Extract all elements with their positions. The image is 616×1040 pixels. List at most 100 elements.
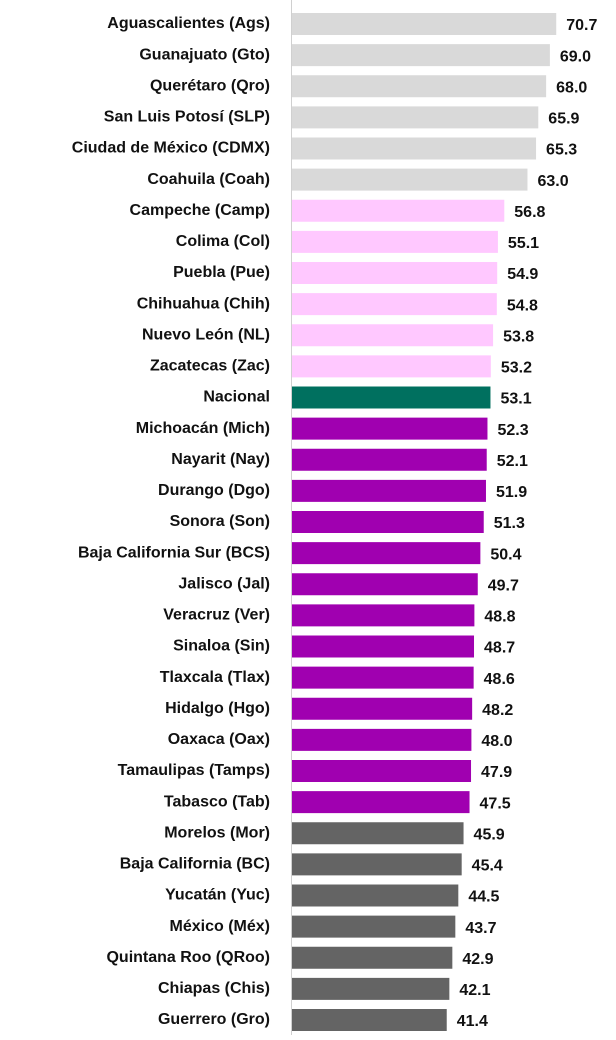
value-label: 50.4 xyxy=(490,546,521,563)
value-label: 70.7 xyxy=(566,17,597,34)
bar xyxy=(292,635,475,658)
bar xyxy=(292,573,478,596)
value-label: 65.3 xyxy=(546,142,577,159)
bar xyxy=(292,137,537,160)
bar xyxy=(292,230,498,253)
bar xyxy=(292,822,464,845)
value-label: 47.9 xyxy=(481,764,512,781)
bar xyxy=(292,542,481,565)
category-label: Puebla (Pue) xyxy=(173,264,270,281)
value-label: 69.0 xyxy=(560,48,591,65)
value-label: 63.0 xyxy=(537,173,568,190)
value-label: 52.3 xyxy=(497,422,528,439)
bar xyxy=(292,386,491,409)
value-label: 45.9 xyxy=(474,826,505,843)
bar xyxy=(292,417,488,440)
bar xyxy=(292,697,473,720)
category-label: Hidalgo (Hgo) xyxy=(165,700,270,717)
category-label: Coahuila (Coah) xyxy=(147,171,270,188)
bar xyxy=(292,791,470,814)
category-label: Yucatán (Yuc) xyxy=(165,887,270,904)
value-label: 49.7 xyxy=(488,577,519,594)
category-label: Tabasco (Tab) xyxy=(164,793,270,810)
value-label: 47.5 xyxy=(480,795,511,812)
value-label: 48.8 xyxy=(484,609,515,626)
bar xyxy=(292,448,487,471)
bar xyxy=(292,977,450,1000)
value-label: 48.6 xyxy=(484,671,515,688)
bar xyxy=(292,13,557,35)
category-label: Guerrero (Gro) xyxy=(158,1011,270,1028)
bar xyxy=(292,1009,447,1031)
category-label: Nacional xyxy=(203,389,270,406)
bar xyxy=(292,853,462,876)
category-label: México (Méx) xyxy=(170,918,270,935)
value-label: 65.9 xyxy=(548,111,579,128)
value-label: 42.9 xyxy=(462,951,493,968)
value-label: 48.2 xyxy=(482,702,513,719)
value-label: 53.1 xyxy=(500,391,531,408)
bar xyxy=(292,44,550,67)
bar xyxy=(292,728,472,751)
category-label: Jalisco (Jal) xyxy=(178,575,270,592)
category-label: Sonora (Son) xyxy=(170,513,270,530)
value-label: 51.9 xyxy=(496,484,527,501)
category-label: Zacatecas (Zac) xyxy=(150,358,270,375)
bar xyxy=(292,355,491,378)
category-label: Tamaulipas (Tamps) xyxy=(118,762,270,779)
category-label: San Luis Potosí (SLP) xyxy=(104,109,270,126)
category-label: Nayarit (Nay) xyxy=(171,451,270,468)
value-label: 48.7 xyxy=(484,640,515,657)
bar xyxy=(292,666,474,689)
category-label: Sinaloa (Sin) xyxy=(173,638,270,655)
value-label: 54.9 xyxy=(507,266,538,283)
bar xyxy=(292,479,486,502)
bar xyxy=(292,946,453,969)
category-label: Baja California (BC) xyxy=(120,856,270,873)
category-label: Michoacán (Mich) xyxy=(136,420,270,437)
bar xyxy=(292,293,497,316)
value-label: 51.3 xyxy=(494,515,525,532)
category-label: Querétaro (Qro) xyxy=(150,77,270,94)
value-label: 53.2 xyxy=(501,360,532,377)
category-label: Tlaxcala (Tlax) xyxy=(160,669,270,686)
bar xyxy=(292,199,505,222)
value-label: 43.7 xyxy=(465,920,496,937)
bar xyxy=(292,511,484,533)
value-label: 52.1 xyxy=(497,453,528,470)
category-label: Durango (Dgo) xyxy=(158,482,270,499)
category-label: Chiapas (Chis) xyxy=(158,980,270,997)
category-label: Baja California Sur (BCS) xyxy=(78,544,270,561)
category-label: Colima (Col) xyxy=(176,233,270,250)
bar xyxy=(292,604,475,627)
bar xyxy=(292,324,494,347)
value-label: 41.4 xyxy=(457,1013,488,1030)
value-label: 68.0 xyxy=(556,79,587,96)
value-label: 56.8 xyxy=(514,204,545,221)
category-label: Aguascalientes (Ags) xyxy=(107,15,270,32)
value-label: 48.0 xyxy=(481,733,512,750)
value-label: 45.4 xyxy=(472,858,503,875)
value-label: 42.1 xyxy=(459,982,490,999)
value-label: 55.1 xyxy=(508,235,539,252)
bar xyxy=(292,262,498,284)
bar xyxy=(292,760,472,782)
bar xyxy=(292,915,456,938)
bar xyxy=(292,106,539,129)
category-label: Nuevo León (NL) xyxy=(142,326,270,343)
value-label: 44.5 xyxy=(468,889,499,906)
value-label: 54.8 xyxy=(507,297,538,314)
value-label: 53.8 xyxy=(503,328,534,345)
bar xyxy=(292,884,459,907)
category-label: Quintana Roo (QRoo) xyxy=(106,949,270,966)
category-label: Campeche (Camp) xyxy=(130,202,270,219)
category-label: Veracruz (Ver) xyxy=(163,607,270,624)
category-label: Ciudad de México (CDMX) xyxy=(72,140,270,157)
bar xyxy=(292,168,528,191)
category-label: Guanajuato (Gto) xyxy=(139,46,270,63)
category-label: Chihuahua (Chih) xyxy=(137,295,270,312)
category-label: Oaxaca (Oax) xyxy=(168,731,270,748)
category-label: Morelos (Mor) xyxy=(164,824,270,841)
bar xyxy=(292,75,547,98)
